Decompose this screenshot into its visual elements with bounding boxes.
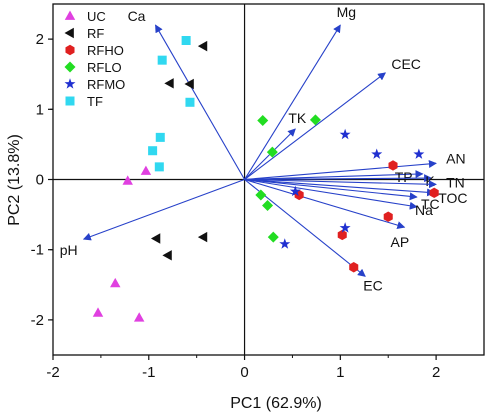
series-tf — [148, 35, 195, 172]
point-uc — [122, 175, 133, 185]
loading-vector-tp — [244, 170, 424, 181]
point-rfho — [337, 229, 347, 241]
legend-marker-tf — [65, 96, 75, 106]
point-rfmo — [279, 238, 291, 249]
legend-label-rflo: RFLO — [87, 60, 122, 75]
legend-label-uc: UC — [87, 9, 106, 24]
legend-marker-rflo — [64, 61, 76, 73]
x-tick-label: 0 — [240, 364, 248, 381]
y-tick-label: 2 — [36, 31, 44, 48]
loading-vector-ph — [82, 178, 245, 241]
point-rf — [164, 78, 174, 89]
legend-label-rfmo: RFMO — [87, 77, 125, 92]
y-tick-label: -2 — [31, 312, 44, 329]
point-tf — [181, 35, 191, 46]
legend: UC RF RFHO RFLO RFMO TF — [64, 9, 125, 109]
loading-vector-ca — [155, 24, 246, 180]
y-tick-label: 1 — [36, 101, 44, 118]
loading-vector-cec — [244, 72, 386, 180]
point-tf — [148, 146, 158, 156]
loading-label-na: Na — [415, 202, 433, 218]
loading-label-ca: Ca — [128, 8, 146, 24]
legend-marker-uc — [64, 10, 76, 20]
x-tick-label: -2 — [46, 364, 59, 381]
score-points — [92, 35, 439, 322]
legend-marker-rfmo — [64, 78, 76, 89]
series-rfho — [294, 160, 439, 273]
y-tick-label: -1 — [31, 242, 44, 259]
point-rfho — [429, 187, 439, 199]
series-rf — [150, 40, 208, 261]
loading-vector-na — [244, 178, 418, 210]
legend-marker-rf — [64, 27, 74, 39]
point-tf — [154, 162, 164, 172]
loading-label-ap: AP — [391, 234, 410, 250]
series-rflo — [255, 114, 321, 243]
loading-vector-k — [244, 174, 433, 183]
point-rf — [150, 233, 161, 244]
point-rflo — [262, 199, 274, 211]
point-rflo — [257, 115, 269, 127]
loading-label-an: AN — [446, 150, 465, 166]
point-rfmo — [289, 185, 301, 197]
point-uc — [133, 312, 145, 322]
point-uc — [140, 165, 152, 175]
point-rfmo — [413, 148, 425, 159]
point-rfmo — [339, 128, 351, 140]
loading-vector-mg — [244, 24, 341, 180]
point-rfmo — [371, 148, 383, 159]
axis-ticks: -2 -1 0 1 2 -2 -1 0 1 2 — [31, 31, 441, 381]
point-uc — [110, 277, 121, 288]
point-tf — [155, 132, 165, 142]
legend-label-tf: TF — [87, 94, 103, 109]
legend-label-rfho: RFHO — [87, 43, 124, 58]
point-rfho — [388, 160, 398, 171]
series-rfmo — [279, 128, 425, 249]
loading-label-tp: TP — [395, 169, 413, 185]
point-rfho — [383, 211, 393, 222]
loading-vector-ap — [244, 178, 406, 230]
point-rfmo — [339, 222, 351, 233]
legend-label-rf: RF — [87, 26, 104, 41]
loading-vector-an — [244, 159, 437, 181]
point-tf — [157, 55, 167, 65]
point-rf — [197, 40, 208, 52]
y-axis-title: PC2 (13.8%) — [6, 134, 23, 226]
y-tick-label: 0 — [36, 172, 44, 189]
x-tick-label: 1 — [336, 364, 344, 381]
point-rflo — [266, 146, 278, 158]
point-rflo — [309, 114, 321, 126]
loading-label-k: K — [425, 173, 435, 189]
point-rf — [184, 78, 194, 90]
loading-label-tn: TN — [446, 174, 465, 190]
x-axis-title: PC1 (62.9%) — [230, 395, 322, 412]
legend-marker-rfho — [65, 44, 75, 56]
point-tf — [185, 97, 195, 107]
x-tick-label: -1 — [142, 364, 155, 381]
loading-label-tc: TC — [421, 196, 440, 212]
point-rfho — [349, 262, 359, 273]
loading-label-mg: Mg — [337, 4, 356, 20]
series-uc — [92, 165, 152, 322]
point-rflo — [255, 189, 267, 201]
point-rf — [162, 250, 172, 261]
loading-vector-tn — [244, 178, 437, 189]
loading-label-ec: EC — [363, 277, 382, 293]
x-tick-label: 2 — [432, 364, 440, 381]
loading-label-toc: TOC — [438, 190, 467, 206]
loading-label-cec: CEC — [391, 56, 421, 72]
loading-vector-toc — [244, 178, 435, 197]
point-rf — [197, 231, 208, 243]
loading-label-ph: pH — [60, 242, 78, 258]
point-rflo — [267, 231, 279, 243]
point-uc — [92, 307, 104, 317]
loading-vector-tc — [244, 178, 418, 201]
loading-label-tk: TK — [288, 110, 307, 126]
